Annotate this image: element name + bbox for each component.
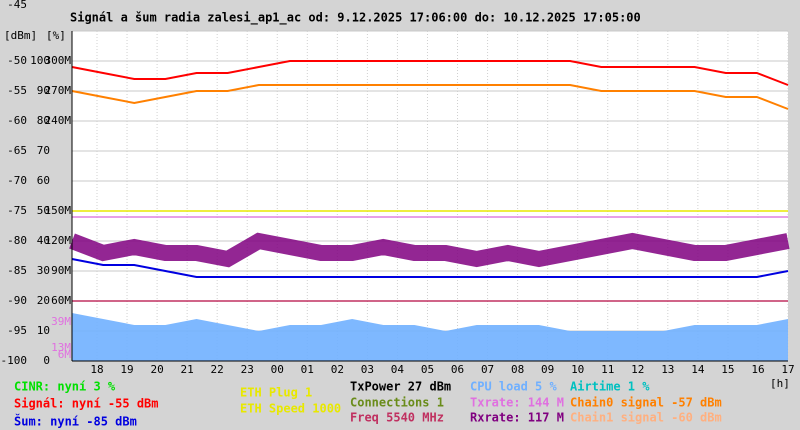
y2-tick-label: 40 [37,234,50,247]
x-tick-label: 08 [511,363,524,376]
chart-title: Signál a šum radia zalesi_ap1_ac od: 9.1… [70,11,641,26]
x-tick-label: 07 [481,363,494,376]
legend-entry: Chain1 signal -60 dBm [570,411,722,425]
legend-entry: ETH Speed 1000 [240,402,341,416]
line [71,84,789,110]
x-axis-label: [h] [770,377,790,390]
y2-tick-label: 50 [37,204,50,217]
y-tick-label: -95 [7,324,27,337]
y-tick-label: -70 [7,174,27,187]
legend-entry: Airtime 1 % [570,380,650,394]
line [71,258,789,278]
x-tick-label: 17 [781,363,794,376]
x-tick-label: 09 [541,363,554,376]
y3-tick-label: 300M [45,54,72,67]
y2-tick-label: 60 [37,174,50,187]
x-tick-label: 22 [211,363,224,376]
y-tick-label: -65 [7,144,27,157]
y2-tick-label: 0 [43,354,50,367]
y3-tick-label: 60M [51,294,71,307]
x-tick-label: 20 [150,363,163,376]
x-tick-label: 23 [241,363,254,376]
legend-entry: Signál: nyní -55 dBm [14,397,159,411]
y2-tick-label: 30 [37,264,50,277]
legend-entry: TxPower 27 dBm [350,380,451,394]
y2-tick-label: 90 [37,84,50,97]
y2-tick-label: 100 [30,54,50,67]
y3-tick-label: 240M [45,114,72,127]
rate-mark-label: 13M [51,341,71,354]
legend-entry: Chain0 signal -57 dBm [570,396,722,410]
y2-tick-label: 10 [37,324,50,337]
y-unit: [%] [46,29,66,42]
y-tick-label: -55 [7,84,27,97]
legend-entry: Freq 5540 MHz [350,411,444,425]
y-tick-label: -100 [1,354,28,367]
x-tick-label: 13 [661,363,674,376]
x-tick-label: 01 [301,363,314,376]
x-tick-label: 10 [571,363,584,376]
y-tick-label: -50 [7,54,27,67]
y-tick-label: -80 [7,234,27,247]
x-tick-label: 19 [120,363,133,376]
y-unit: [dBm] [4,29,37,42]
rate-mark-label: 39M [51,315,71,328]
y-tick-label: -75 [7,204,27,217]
legend-entry: CINR: nyní 3 % [14,380,116,394]
x-tick-label: 18 [90,363,103,376]
legend-entry: ETH Plug 1 [240,386,312,400]
x-tick-label: 05 [421,363,434,376]
band-line [69,232,790,268]
y3-tick-label: 90M [51,264,71,277]
x-tick-label: 15 [721,363,734,376]
y-tick-label: -60 [7,114,27,127]
legend-entry: Rxrate: 117 M [470,411,564,425]
plot-area [72,31,788,361]
y-tick-label: -85 [7,264,27,277]
x-tick-label: 16 [751,363,764,376]
y3-tick-label: 150M [45,204,72,217]
y3-tick-label: 270M [45,84,72,97]
legend-entry: Connections 1 [350,396,444,410]
x-tick-label: 14 [691,363,705,376]
y-tick-label: -45 [7,0,27,11]
x-tick-label: 00 [271,363,284,376]
legend-entry: Šum: nyní -85 dBm [14,414,137,429]
legend-entry: Txrate: 144 M [470,396,564,410]
y2-tick-label: 70 [37,144,50,157]
line [71,60,789,86]
x-tick-label: 12 [631,363,644,376]
x-tick-label: 02 [331,363,344,376]
legend-entry: CPU load 5 % [470,380,557,394]
area [72,313,788,361]
y2-tick-label: 80 [37,114,50,127]
x-tick-label: 03 [361,363,374,376]
x-tick-label: 21 [181,363,194,376]
x-tick-label: 04 [391,363,405,376]
x-tick-label: 11 [601,363,614,376]
y3-tick-label: 120M [45,234,72,247]
x-tick-label: 06 [451,363,464,376]
rate-mark-label: 6M [58,348,72,361]
y-tick-label: -90 [7,294,27,307]
y2-tick-label: 20 [37,294,50,307]
